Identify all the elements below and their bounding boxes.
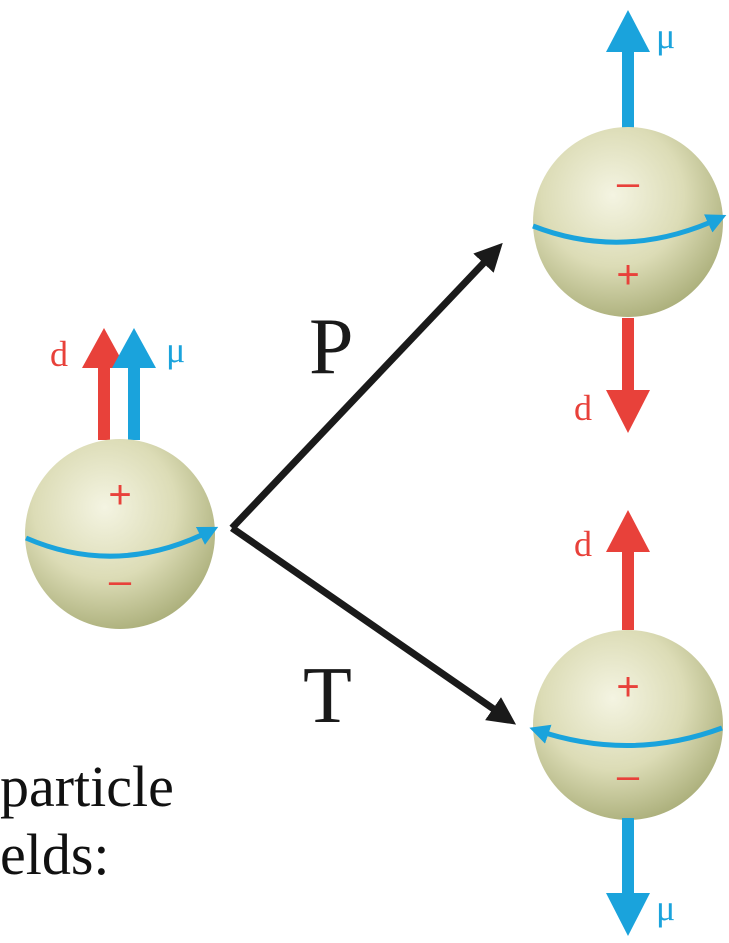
minus-sign: – [617, 161, 640, 205]
parity-arrow [229, 242, 503, 531]
particle-time-reversal: d + – μ [529, 510, 723, 936]
particle-parity: μ – + d [532, 10, 727, 433]
plus-sign: + [108, 473, 131, 517]
particle-sphere [25, 439, 215, 629]
time-reversal-arrow [230, 525, 517, 725]
minus-sign: – [109, 559, 132, 603]
edm-label: d [574, 524, 592, 564]
spin-arrow-icon [532, 214, 727, 245]
magnetic-moment-arrow-down [606, 818, 650, 936]
particle-sphere [533, 630, 723, 820]
edm-label: d [50, 334, 68, 374]
particle-sphere [533, 127, 723, 317]
minus-sign: – [617, 754, 640, 798]
edm-arrow-down [606, 318, 650, 433]
edm-arrow-up [606, 510, 650, 630]
edm-arrow-up [82, 328, 126, 440]
spin-arrow-icon [529, 724, 723, 748]
caption-line-1: particle [0, 754, 174, 819]
time-reversal-label: T [303, 652, 352, 740]
magnetic-moment-label: μ [656, 888, 675, 928]
magnetic-moment-label: μ [656, 16, 675, 56]
caption-line-2: elds: [0, 822, 110, 887]
magnetic-moment-arrow-up [112, 328, 156, 440]
plus-sign: + [616, 253, 639, 297]
parity-label: P [309, 303, 354, 391]
magnetic-moment-arrow-up [606, 10, 650, 128]
spin-arrow-icon [25, 526, 219, 559]
magnetic-moment-label: μ [166, 330, 185, 370]
edm-label: d [574, 388, 592, 428]
plus-sign: + [616, 665, 639, 709]
particle-original: d μ + – [25, 328, 219, 629]
